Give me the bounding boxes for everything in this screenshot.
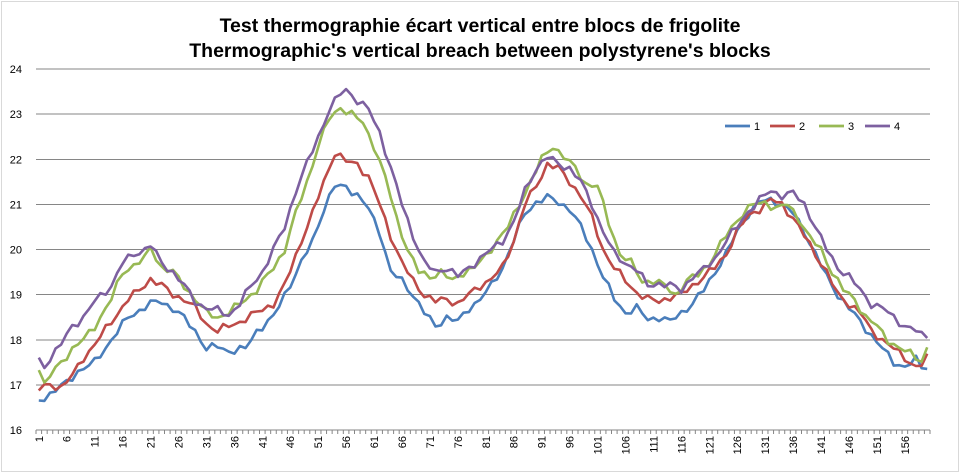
- x-tick-label: 136: [788, 436, 800, 454]
- title-line-2: Thermographic's vertical breach between …: [189, 40, 771, 62]
- x-tick-label: 91: [537, 436, 549, 448]
- chart-title: Test thermographie écart vertical entre …: [0, 14, 960, 64]
- gridlines: [36, 68, 930, 431]
- y-tick-label: 19: [10, 290, 22, 302]
- x-tick-label: 21: [146, 436, 158, 448]
- series-line-2: [37, 152, 929, 392]
- y-tick-label: 17: [10, 380, 22, 392]
- x-tick-label: 111: [648, 436, 660, 453]
- y-tick-label: 22: [10, 154, 22, 166]
- title-line-1: Test thermographie écart vertical entre …: [219, 15, 741, 37]
- x-tick-label: 1: [34, 436, 46, 442]
- series-line-3: [37, 106, 929, 384]
- x-tick-label: 151: [872, 436, 884, 454]
- x-tick-label: 146: [844, 436, 856, 454]
- x-tick-label: 101: [593, 436, 605, 454]
- x-tick-label: 11: [90, 436, 102, 447]
- legend-label-3: 3: [848, 121, 854, 133]
- series-line-4: [37, 87, 929, 370]
- x-tick-label: 81: [481, 436, 493, 448]
- x-tick-label: 116: [676, 436, 688, 454]
- series-lines: [37, 87, 929, 403]
- x-tick-label: 71: [425, 436, 437, 448]
- x-tick-label: 131: [760, 436, 772, 454]
- x-tick-label: 61: [369, 436, 381, 448]
- x-tick-label: 31: [201, 436, 213, 448]
- x-tick-label: 126: [732, 436, 744, 454]
- x-tick-label: 106: [620, 436, 632, 454]
- x-tick-label: 41: [257, 436, 269, 448]
- y-tick-label: 24: [10, 64, 22, 76]
- x-tick-label: 86: [509, 436, 521, 448]
- x-tick-label: 36: [229, 436, 241, 448]
- x-tick-label: 66: [397, 436, 409, 448]
- y-tick-label: 18: [10, 335, 22, 347]
- x-tick-label: 156: [900, 436, 912, 454]
- x-tick-label: 141: [816, 436, 828, 454]
- legend-label-1: 1: [754, 121, 760, 133]
- legend-label-2: 2: [799, 121, 805, 133]
- x-axis: 1 6 11 16 21 26 31 36 41 46 51 56 61 66 71 76 81 86 91 96 10…: [34, 430, 931, 454]
- x-tick-label: 51: [313, 436, 325, 448]
- y-tick-label: 20: [10, 245, 22, 257]
- y-tick-label: 21: [10, 199, 22, 211]
- x-tick-label: 6: [62, 436, 74, 442]
- x-tick-label: 56: [341, 436, 353, 448]
- x-tick-label: 96: [565, 436, 577, 448]
- y-tick-label: 16: [10, 425, 22, 437]
- x-tick-label: 46: [285, 436, 297, 448]
- x-tick-label: 26: [173, 436, 185, 448]
- y-axis-ticks: 16 17 18 19 20 21 22 23 24: [10, 64, 22, 437]
- legend-label-4: 4: [894, 121, 900, 133]
- x-tick-label: 16: [118, 436, 130, 448]
- legend: 1 2 3 4: [725, 121, 900, 133]
- y-tick-label: 23: [10, 109, 22, 121]
- x-tick-label: 121: [704, 436, 716, 454]
- x-tick-label: 76: [453, 436, 465, 448]
